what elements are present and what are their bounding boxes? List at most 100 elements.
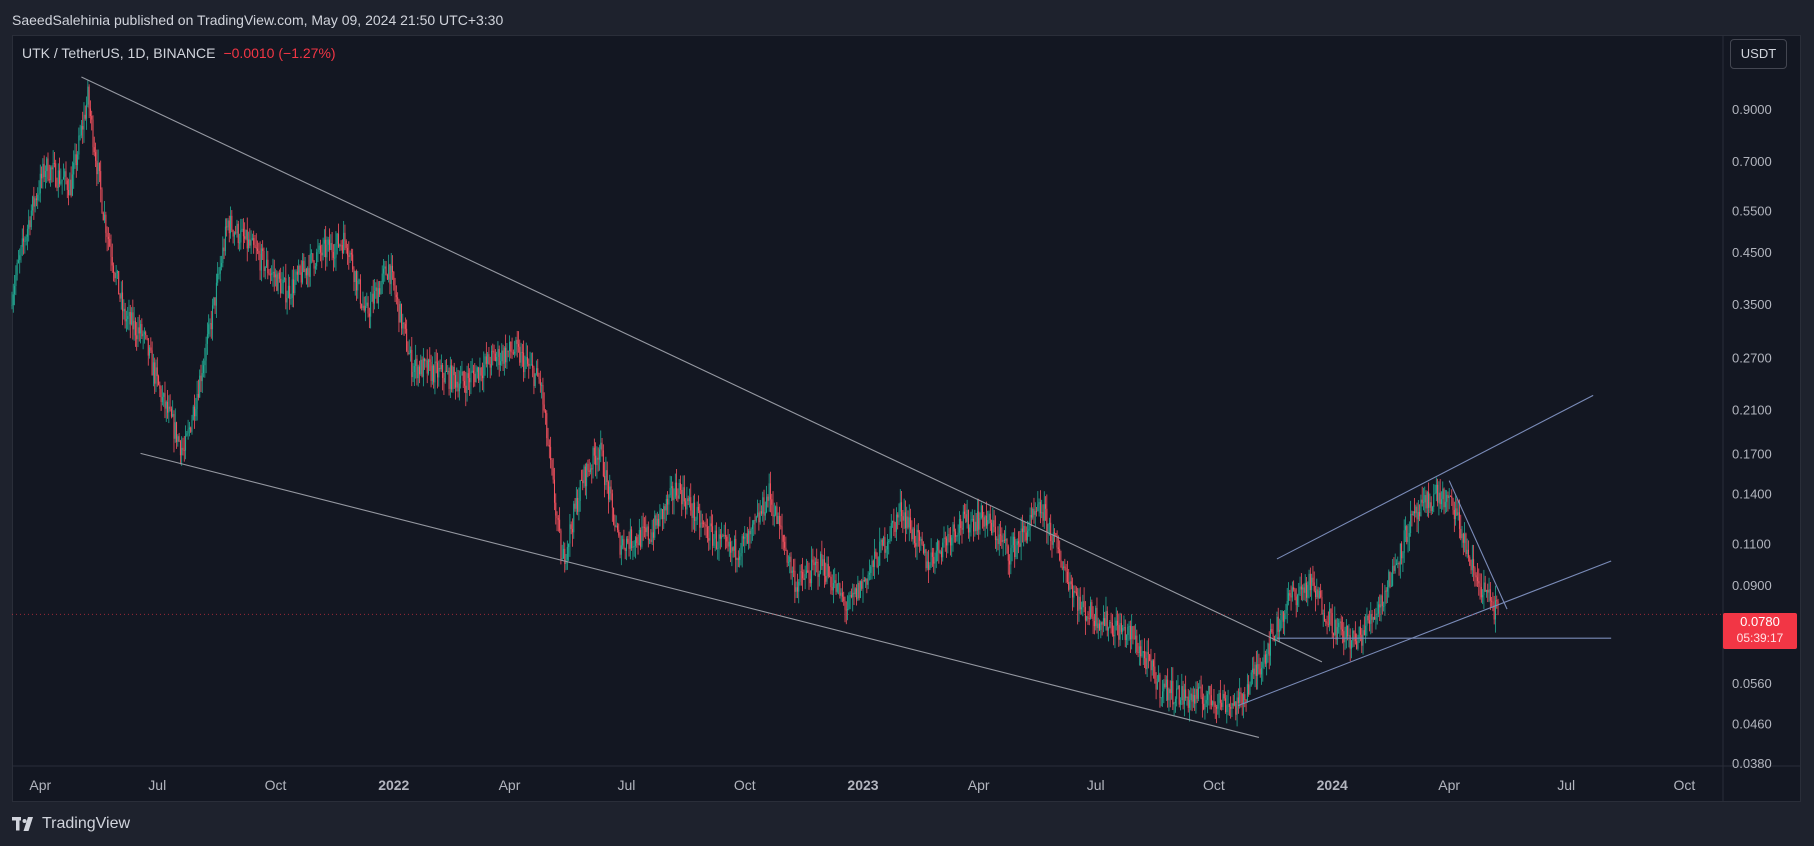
candle (14, 275, 16, 306)
support-channel-upper[interactable] (1276, 394, 1594, 560)
short-downtrend-line[interactable] (1448, 480, 1508, 610)
candle (41, 166, 43, 189)
candle (1300, 573, 1302, 601)
candle (849, 591, 851, 610)
candle (173, 410, 175, 453)
candle (817, 558, 819, 590)
candle (971, 509, 973, 522)
support-channel-lower[interactable] (1238, 560, 1612, 706)
candle (1000, 521, 1002, 547)
candle (29, 216, 31, 236)
candle (906, 506, 908, 535)
candle (267, 250, 269, 280)
candle (1456, 498, 1458, 516)
candle (1083, 587, 1085, 613)
candle (883, 535, 885, 547)
candle (1068, 569, 1070, 592)
candle (374, 278, 376, 310)
candle (933, 547, 935, 573)
candle (515, 336, 517, 356)
candle (690, 483, 692, 516)
candle (1377, 596, 1379, 618)
candle (1407, 523, 1409, 553)
candle (655, 513, 657, 530)
candle (276, 270, 278, 292)
candle (1444, 489, 1446, 514)
candle (1334, 606, 1336, 637)
candle (573, 500, 575, 539)
candle (1117, 610, 1119, 636)
candle (1191, 688, 1193, 712)
candle (1213, 688, 1215, 714)
candle (80, 119, 82, 139)
candle (1331, 604, 1333, 639)
tradingview-logo[interactable]: TradingView (12, 812, 130, 836)
candle (1316, 578, 1318, 600)
candle (751, 520, 753, 541)
candle (497, 341, 499, 370)
candle (39, 164, 41, 203)
upper-downtrend-line[interactable] (81, 76, 1323, 663)
currency-button[interactable]: USDT (1730, 39, 1787, 69)
candle (526, 345, 528, 367)
candle (251, 233, 253, 241)
candle (191, 414, 193, 435)
candle (802, 557, 804, 592)
candle (453, 362, 455, 389)
lower-falling-wedge-line[interactable] (140, 452, 1260, 738)
candle (82, 111, 84, 144)
candle (425, 358, 427, 368)
candle (771, 493, 773, 516)
candle (1225, 691, 1227, 714)
candle (1100, 620, 1102, 639)
candle (575, 486, 577, 515)
candle (266, 247, 268, 269)
candle (871, 555, 873, 580)
candle (785, 536, 787, 551)
chart-frame[interactable] (12, 35, 1801, 802)
candle (1185, 675, 1187, 701)
candle (786, 549, 788, 568)
candle (1198, 683, 1200, 702)
candle (844, 596, 846, 623)
candle (1395, 559, 1397, 566)
candle (1196, 681, 1198, 703)
candle (159, 381, 161, 398)
candle (677, 488, 679, 503)
candle (645, 515, 647, 539)
candle (116, 269, 118, 280)
candle (496, 351, 498, 367)
candle (1159, 672, 1161, 708)
candle (1171, 666, 1173, 700)
candle (682, 475, 684, 510)
candle (492, 343, 494, 366)
candle (1133, 625, 1135, 640)
candle (1217, 693, 1219, 715)
candle (403, 322, 405, 336)
candle (1037, 491, 1039, 512)
candle (521, 343, 523, 367)
symbol-legend[interactable]: UTK / TetherUS, 1D, BINANCE −0.0010 (−1.2… (22, 44, 336, 62)
candle (1165, 675, 1167, 701)
candle (1431, 505, 1433, 514)
candle (465, 371, 467, 407)
candle (359, 274, 361, 309)
candle (1264, 650, 1266, 667)
candle (181, 436, 183, 466)
candle (570, 521, 572, 535)
candle (934, 552, 936, 575)
candle (55, 159, 57, 188)
candle (696, 501, 698, 526)
candle (624, 547, 626, 560)
candle (1326, 615, 1328, 635)
candle (88, 84, 90, 119)
candle (890, 514, 892, 542)
candle (1216, 704, 1218, 724)
candle (794, 558, 796, 604)
candle (52, 150, 54, 183)
candle (1348, 624, 1350, 648)
candle (1483, 569, 1485, 609)
price-axis-label: 0.0900 (1732, 578, 1772, 593)
candle (1009, 554, 1011, 578)
